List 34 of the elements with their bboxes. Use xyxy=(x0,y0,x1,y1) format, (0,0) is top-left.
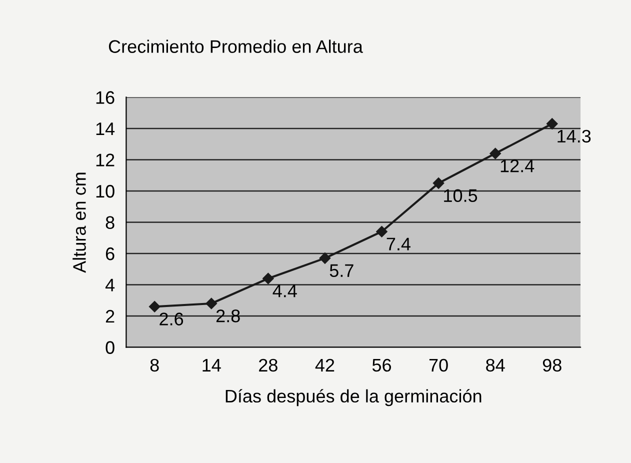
point xyxy=(319,252,331,264)
x-tick-label: 42 xyxy=(315,358,334,372)
x-axis-title: Días después de la germinación xyxy=(226,389,482,406)
y-tick-label: 8 xyxy=(106,216,114,229)
x-tick-label: 98 xyxy=(542,358,562,372)
data-label: 10.5 xyxy=(444,189,478,202)
x-tick-label: 8 xyxy=(150,358,159,372)
x-tick-label: 56 xyxy=(372,358,392,372)
y-tick-label: 12 xyxy=(96,154,114,166)
y-tick-label: 10 xyxy=(96,184,114,198)
x-tick-label: 84 xyxy=(486,358,505,372)
x-tick-label: 14 xyxy=(202,359,221,372)
data-label: 5.7 xyxy=(330,264,354,277)
x-tick-label: 28 xyxy=(259,358,278,372)
point xyxy=(546,118,558,130)
point xyxy=(376,226,388,238)
data-label: 4.4 xyxy=(272,284,297,298)
y-axis-title: Altura en cm xyxy=(72,172,86,273)
y-tick-label: 14 xyxy=(96,122,115,136)
data-label: 7.4 xyxy=(386,238,410,250)
y-tick-label: 6 xyxy=(106,247,114,260)
y-tick-label: 4 xyxy=(105,278,115,292)
y-tick-label: 0 xyxy=(106,341,114,354)
y-tick-label: 2 xyxy=(106,310,114,323)
point xyxy=(432,178,444,189)
point xyxy=(262,272,274,284)
point xyxy=(206,298,217,310)
chart-title: Crecimiento Promedio en Altura xyxy=(108,40,363,53)
data-label: 14.3 xyxy=(558,130,591,143)
point xyxy=(490,148,501,160)
point xyxy=(148,301,160,312)
x-tick-label: 70 xyxy=(429,358,448,372)
data-label: 12.4 xyxy=(500,160,534,172)
y-tick-label: 16 xyxy=(96,91,114,104)
